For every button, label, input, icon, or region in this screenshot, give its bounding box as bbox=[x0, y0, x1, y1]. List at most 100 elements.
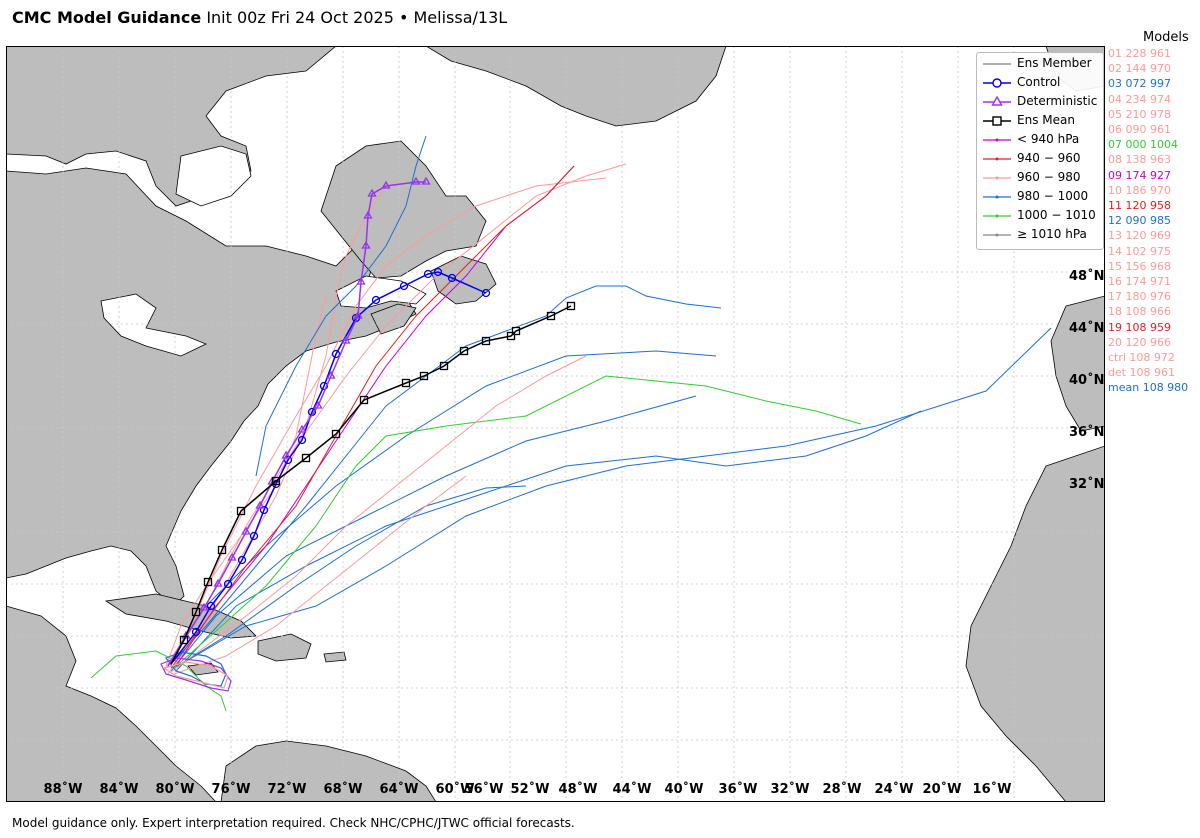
track-member-12 bbox=[170, 395, 697, 672]
model-entry: 20 120 966 bbox=[1108, 335, 1171, 349]
model-entry: 11 120 958 bbox=[1108, 199, 1171, 213]
hispaniola-land bbox=[257, 633, 312, 662]
lon-label: 40˚W bbox=[665, 781, 704, 797]
legend-item-960-980: 960 − 980 bbox=[977, 169, 1103, 188]
legend-item-980-1000: 980 − 1000 bbox=[977, 188, 1103, 207]
model-entry: mean 108 980 bbox=[1108, 381, 1189, 395]
lon-label: 44˚W bbox=[613, 781, 652, 797]
model-entry: 01 228 961 bbox=[1108, 47, 1171, 60]
ge1010-swatch bbox=[983, 233, 1011, 237]
track-member-green-small bbox=[90, 650, 227, 712]
puerto-rico-land bbox=[323, 651, 347, 663]
deterministic-swatch bbox=[983, 95, 1011, 106]
model-entry: 05 210 978 bbox=[1108, 107, 1171, 121]
lat-label: 32˚N bbox=[1069, 476, 1104, 492]
model-entry: 12 090 985 bbox=[1108, 214, 1171, 228]
lon-label: 68˚W bbox=[324, 781, 363, 797]
legend-item-1000-1010: 1000 − 1010 bbox=[977, 207, 1103, 226]
south-america-land bbox=[220, 740, 437, 802]
lon-labels: 88˚W 84˚W 80˚W 76˚W 72˚W 68˚W 64˚W 60˚W … bbox=[44, 781, 1012, 797]
chart-title: CMC Model Guidance Init 00z Fri 24 Oct 2… bbox=[12, 8, 507, 27]
ens-mean-track bbox=[170, 301, 576, 665]
model-entry: 09 174 927 bbox=[1108, 168, 1171, 182]
lt940-swatch bbox=[983, 138, 1011, 142]
footer-disclaimer: Model guidance only. Expert interpretati… bbox=[12, 816, 575, 830]
hudson-bay bbox=[175, 145, 252, 207]
ens-mean-swatch bbox=[983, 116, 1011, 126]
lat-label: 40˚N bbox=[1069, 372, 1104, 388]
track-member-14 bbox=[173, 475, 467, 675]
lon-label: 76˚W bbox=[212, 781, 251, 797]
lon-label: 28˚W bbox=[823, 781, 862, 797]
lon-label: 72˚W bbox=[268, 781, 307, 797]
legend-item-deterministic: Deterministic bbox=[977, 93, 1103, 112]
legend-label: 1000 − 1010 bbox=[1017, 208, 1096, 222]
cuba-land bbox=[104, 593, 257, 639]
track-member-07 bbox=[173, 375, 862, 669]
1000-1010-swatch bbox=[983, 214, 1011, 218]
legend-label: 960 − 980 bbox=[1017, 170, 1081, 184]
greenland-land bbox=[425, 46, 727, 127]
940-960-swatch bbox=[983, 157, 1011, 161]
control-track bbox=[170, 267, 491, 665]
map-canvas: 48˚N 44˚N 40˚N 36˚N 32˚N 88˚W 84˚W 80˚W … bbox=[6, 46, 1105, 802]
lon-label: 36˚W bbox=[719, 781, 758, 797]
model-entry: 07 000 1004 bbox=[1108, 138, 1178, 152]
legend-label: Deterministic bbox=[1017, 94, 1098, 108]
land-layer bbox=[6, 46, 1105, 802]
cluster-purple bbox=[160, 657, 232, 692]
track-member-15 bbox=[165, 295, 327, 667]
track-member-05 bbox=[170, 355, 587, 673]
legend-label: Ens Member bbox=[1017, 56, 1092, 70]
model-entry: 19 108 959 bbox=[1108, 320, 1171, 334]
track-member-d bbox=[170, 285, 722, 665]
legend: Ens Member Control Deterministic Ens Mea… bbox=[976, 52, 1104, 250]
model-entry: 14 102 975 bbox=[1108, 244, 1171, 258]
lon-label: 32˚W bbox=[771, 781, 810, 797]
legend-label: ≥ 1010 hPa bbox=[1017, 227, 1087, 241]
lon-label: 48˚W bbox=[559, 781, 598, 797]
lat-label: 36˚N bbox=[1069, 424, 1104, 440]
title-model: CMC Model Guidance bbox=[12, 8, 202, 27]
map-border bbox=[6, 46, 1105, 802]
lat-labels: 48˚N 44˚N 40˚N 36˚N 32˚N bbox=[1069, 268, 1104, 492]
models-heading: Models bbox=[1143, 30, 1189, 45]
model-entry: 10 186 970 bbox=[1108, 183, 1171, 197]
legend-label: 980 − 1000 bbox=[1017, 189, 1089, 203]
ensemble-tracks bbox=[90, 135, 1052, 712]
track-member-11 bbox=[170, 165, 575, 669]
central-america-land bbox=[6, 605, 217, 802]
great-lakes bbox=[100, 293, 207, 357]
legend-item-940-960: 940 − 960 bbox=[977, 150, 1103, 169]
model-entry: 15 156 968 bbox=[1108, 259, 1171, 273]
legend-label: Ens Mean bbox=[1017, 113, 1075, 127]
lat-label: 48˚N bbox=[1069, 268, 1104, 284]
legend-item-ens-mean: Ens Mean bbox=[977, 112, 1103, 131]
model-entry: 16 174 971 bbox=[1108, 275, 1171, 289]
lon-label: 60˚W bbox=[436, 781, 475, 797]
model-entry: 02 144 970 bbox=[1108, 62, 1171, 76]
980-1000-swatch bbox=[983, 195, 1011, 199]
deterministic-track bbox=[167, 176, 431, 667]
legend-label: 940 − 960 bbox=[1017, 151, 1081, 165]
track-member-b bbox=[177, 327, 1052, 667]
960-980-swatch bbox=[983, 176, 1011, 180]
track-member-c bbox=[173, 485, 527, 669]
lon-label: 56˚W bbox=[465, 781, 504, 797]
track-member-north-blue bbox=[255, 135, 427, 477]
model-entry: 03 072 997 bbox=[1108, 77, 1171, 91]
genesis-cluster bbox=[160, 651, 232, 692]
cluster-pink bbox=[162, 661, 229, 689]
north-america-mainland bbox=[6, 167, 417, 607]
models-list: 01 228 961 02 144 970 03 072 997 04 234 974… bbox=[1108, 46, 1188, 396]
model-entry: det 108 961 bbox=[1108, 366, 1176, 380]
labrador-land bbox=[320, 140, 487, 279]
model-entry: 17 180 976 bbox=[1108, 290, 1171, 304]
title-detail: Init 00z Fri 24 Oct 2025 • Melissa/13L bbox=[201, 8, 508, 27]
lon-label: 88˚W bbox=[44, 781, 83, 797]
graticule bbox=[6, 46, 1105, 802]
model-entry: 06 090 961 bbox=[1108, 123, 1171, 137]
legend-item-ge1010: ≥ 1010 hPa bbox=[977, 226, 1103, 245]
lon-label: 84˚W bbox=[100, 781, 139, 797]
lon-label: 16˚W bbox=[973, 781, 1012, 797]
